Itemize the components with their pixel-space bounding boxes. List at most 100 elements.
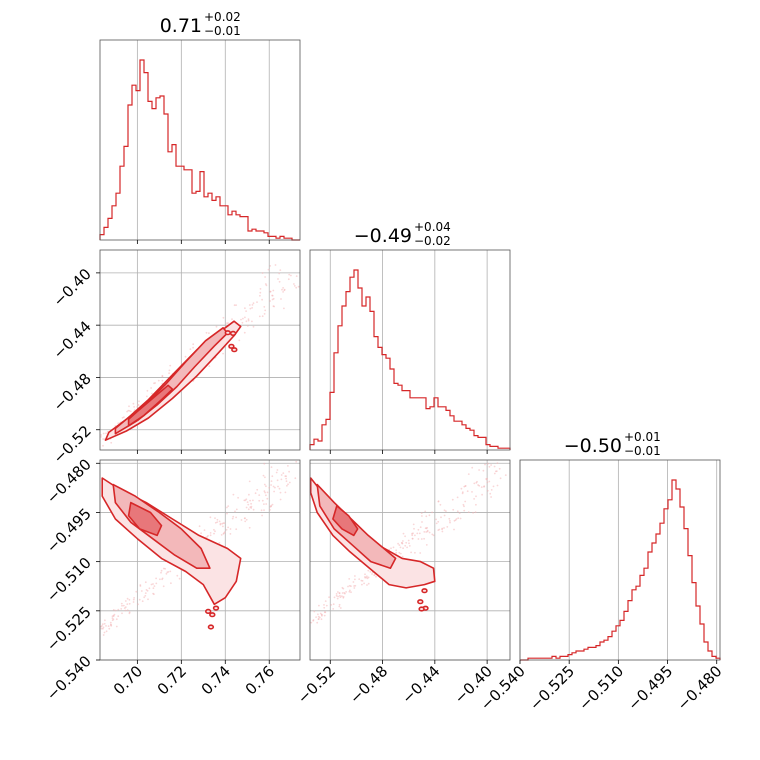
scatter-point — [424, 527, 427, 530]
scatter-point — [167, 571, 170, 573]
scatter-point — [461, 491, 464, 494]
scatter-point — [369, 571, 372, 573]
scatter-point — [271, 475, 274, 478]
scatter-point — [263, 509, 265, 511]
scatter-point — [242, 317, 244, 320]
scatter-point — [261, 272, 264, 274]
x-tick-label: −0.510 — [575, 662, 627, 714]
scatter-point — [420, 512, 423, 514]
scatter-point — [445, 510, 447, 512]
scatter-point — [169, 570, 172, 573]
scatter-point — [247, 508, 250, 511]
scatter-point — [203, 529, 206, 531]
scatter-point — [146, 389, 149, 392]
scatter-point — [153, 585, 156, 587]
scatter-point — [235, 508, 238, 511]
scatter-point — [148, 587, 151, 590]
scatter-point — [233, 304, 236, 307]
scatter-point — [269, 300, 271, 302]
scatter-point — [367, 582, 370, 585]
scatter-point — [395, 549, 398, 552]
scatter-point — [366, 584, 368, 586]
scatter-point — [297, 285, 300, 288]
scatter-point — [247, 503, 250, 506]
scatter-point — [272, 485, 275, 488]
scatter-point — [144, 592, 147, 594]
scatter-point — [435, 522, 438, 525]
scatter-point — [464, 500, 467, 503]
scatter-point — [261, 514, 263, 517]
scatter-point — [161, 379, 164, 382]
scatter-point — [408, 542, 410, 545]
scatter-point — [150, 583, 153, 586]
scatter-point — [287, 278, 290, 281]
scatter-point — [411, 534, 414, 537]
scatter-point — [416, 532, 419, 535]
scatter-point — [270, 480, 273, 482]
scatter-point — [237, 496, 240, 499]
scatter-point — [227, 322, 230, 324]
scatter-point — [338, 603, 341, 606]
scatter-point — [262, 474, 265, 477]
scatter-point — [467, 511, 470, 513]
scatter-point — [454, 519, 457, 521]
scatter-point — [256, 488, 259, 491]
scatter-point — [462, 503, 465, 506]
scatter-point — [247, 319, 250, 322]
scatter-point — [243, 517, 246, 520]
contour-island — [418, 606, 425, 612]
scatter-point — [240, 519, 243, 521]
scatter-point — [278, 272, 281, 275]
scatter-point — [121, 416, 124, 419]
scatter-point — [218, 542, 221, 544]
scatter-points — [310, 462, 507, 624]
scatter-point — [214, 521, 217, 524]
scatter-point — [154, 382, 157, 384]
scatter-point — [112, 609, 115, 611]
contour-island — [212, 605, 220, 611]
scatter-point — [144, 581, 147, 584]
scatter-point — [100, 434, 102, 436]
scatter-point — [398, 544, 401, 546]
scatter-point — [348, 578, 351, 580]
scatter-point — [328, 596, 330, 599]
scatter-point — [492, 485, 495, 488]
scatter-point — [283, 288, 286, 291]
scatter-point — [295, 286, 298, 289]
scatter-point — [259, 288, 262, 290]
scatter-point — [464, 485, 467, 487]
scatter-point — [248, 493, 250, 496]
histogram-series-1 — [99, 59, 300, 241]
scatter-point — [419, 552, 422, 554]
y-tick-label: −0.52 — [50, 422, 95, 467]
scatter-point — [425, 544, 428, 546]
scatter-point — [198, 525, 201, 528]
scatter-point — [152, 583, 154, 585]
scatter-point — [207, 534, 209, 537]
scatter-point — [467, 473, 470, 475]
scatter-point — [248, 526, 251, 529]
scatter-point — [421, 515, 423, 517]
scatter-point — [272, 305, 275, 307]
scatter-point — [453, 528, 455, 531]
scatter-point — [266, 491, 269, 494]
scatter-point — [471, 466, 474, 469]
scatter-point — [121, 612, 123, 615]
scatter-point — [109, 621, 112, 624]
scatter-point — [293, 283, 295, 285]
scatter-point — [141, 600, 144, 603]
scatter-point — [114, 609, 117, 612]
scatter-point — [431, 533, 434, 536]
scatter-point — [248, 304, 251, 306]
scatter-point — [323, 604, 325, 606]
scatter-point — [110, 441, 113, 444]
scatter-point — [280, 478, 283, 481]
contour-island — [229, 330, 237, 337]
scatter-point — [263, 306, 266, 308]
scatter-point — [443, 514, 446, 517]
scatter-point — [279, 269, 282, 271]
scatter-point — [264, 283, 267, 285]
scatter-point — [477, 484, 479, 486]
scatter-point — [101, 625, 103, 627]
scatter-point — [402, 540, 404, 542]
